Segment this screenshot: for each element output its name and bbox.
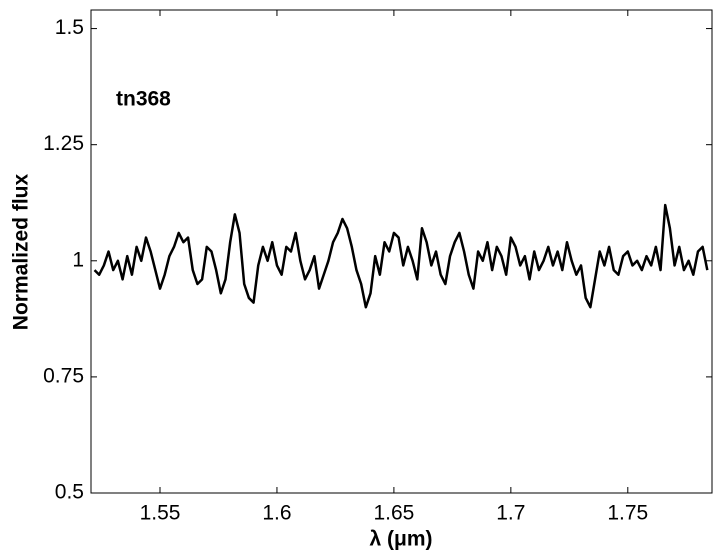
y-tick-label: 1 bbox=[72, 248, 84, 271]
x-tick-label: 1.6 bbox=[262, 502, 291, 525]
y-tick-label: 0.75 bbox=[43, 364, 84, 387]
x-tick-label: 1.65 bbox=[373, 502, 414, 525]
x-tick-label: 1.7 bbox=[496, 502, 525, 525]
x-tick-label: 1.75 bbox=[607, 502, 648, 525]
annotation: tn368 bbox=[116, 88, 171, 111]
x-axis-label: λ (μm) bbox=[369, 528, 432, 551]
y-axis-label: Normalized flux bbox=[10, 174, 33, 331]
y-tick-label: 1.25 bbox=[43, 132, 84, 155]
spectrum-line bbox=[93, 203, 709, 309]
x-tick-label: 1.55 bbox=[140, 502, 181, 525]
plot-frame bbox=[90, 9, 713, 494]
y-tick-label: 0.5 bbox=[55, 481, 84, 504]
y-tick-label: 1.5 bbox=[55, 16, 84, 39]
